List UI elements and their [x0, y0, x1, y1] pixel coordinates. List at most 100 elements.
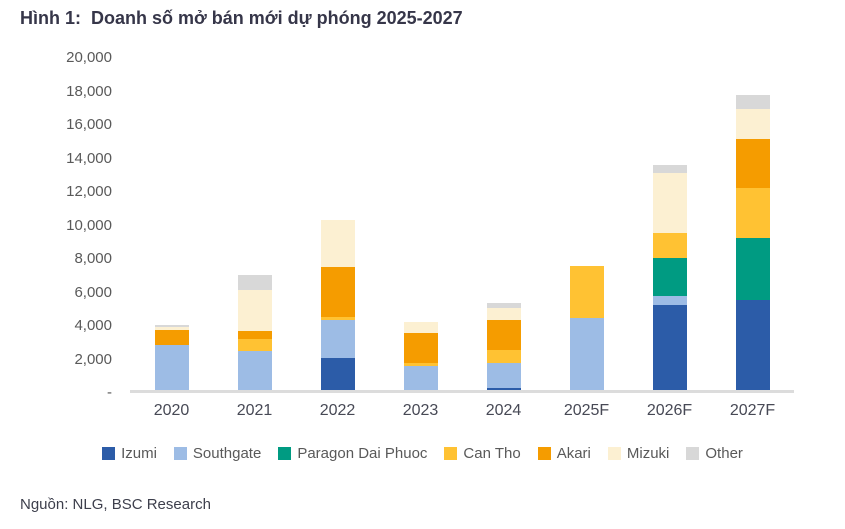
- segment-southgate-2026F: [652, 296, 687, 305]
- segment-izumi-2022: [320, 358, 355, 390]
- segment-akari-2027F: [735, 138, 770, 189]
- segment-paragon-dai-phuoc-2026F: [652, 257, 687, 297]
- bar-column-2021: [213, 55, 296, 390]
- bar-2021: [237, 275, 272, 390]
- segment-other-2026F: [652, 164, 687, 174]
- segment-can-tho-2023: [403, 363, 438, 366]
- y-tick-label: 16,000: [66, 116, 112, 133]
- bar-column-2025F: [545, 55, 628, 390]
- legend-swatch-icon: [686, 447, 700, 460]
- x-tick-label-2020: 2020: [153, 402, 190, 419]
- segment-other-2021: [237, 275, 272, 291]
- segment-can-tho-2025F: [569, 266, 604, 318]
- x-tick-label-2025F: 2025F: [563, 402, 610, 419]
- segment-southgate-2024: [486, 363, 521, 388]
- legend-label: Paragon Dai Phuoc: [297, 445, 428, 462]
- x-tick-label-2023: 2023: [402, 402, 439, 419]
- x-tick-label-2024: 2024: [485, 402, 522, 419]
- segment-southgate-2020: [154, 344, 189, 390]
- segment-mizuki-2022: [320, 220, 355, 267]
- legend: Izumi Southgate Paragon Dai Phuoc Can Tho Ak…: [0, 445, 845, 462]
- legend-swatch-icon: [278, 447, 292, 460]
- legend-label: Izumi: [121, 445, 157, 462]
- y-tick-label: 14,000: [66, 149, 112, 167]
- legend-swatch-icon: [173, 447, 187, 460]
- segment-akari-2022: [320, 266, 355, 318]
- bar-2020: [154, 324, 189, 390]
- y-tick-label: 6,000: [74, 283, 112, 301]
- legend-label: Other: [705, 445, 743, 462]
- segment-southgate-2021: [237, 350, 272, 390]
- segment-can-tho-2024: [486, 350, 521, 364]
- segment-southgate-2025F: [569, 317, 604, 390]
- segment-akari-2024: [486, 320, 521, 351]
- bar-column-2026F: [628, 55, 711, 390]
- y-tick-label: 4,000: [74, 317, 112, 334]
- legend-swatch-icon: [102, 447, 116, 460]
- segment-other-2020: [154, 324, 189, 328]
- segment-mizuki-2023: [403, 321, 438, 334]
- source-note: Nguồn: NLG, BSC Research: [20, 496, 211, 513]
- y-tick-label: 8,000: [74, 250, 112, 267]
- bar-column-2024: [462, 55, 545, 390]
- bar-2023: [403, 321, 438, 390]
- segment-mizuki-2027F: [735, 108, 770, 139]
- segment-mizuki-2024: [486, 308, 521, 321]
- segment-can-tho-2022: [320, 317, 355, 320]
- bar-2026F: [652, 164, 687, 390]
- legend-label: Can Tho: [463, 445, 521, 462]
- segment-southgate-2022: [320, 319, 355, 359]
- plot-area: [130, 58, 794, 393]
- legend-label: Southgate: [192, 445, 262, 462]
- bar-2025F: [569, 266, 604, 390]
- x-axis: 2020 2021 2022 2023 2024 2025F 2026F 2027F: [130, 402, 794, 420]
- legend-item-izumi: Izumi: [102, 445, 157, 462]
- legend-label: Akari: [556, 445, 591, 462]
- segment-can-tho-2026F: [652, 232, 687, 258]
- bar-column-2020: [130, 55, 213, 390]
- bar-2022: [320, 220, 355, 390]
- y-tick-label: 20,000: [66, 49, 112, 66]
- x-tick-label-2027F: 2027F: [729, 402, 776, 419]
- y-tick-label: 10,000: [66, 216, 112, 234]
- segment-akari-2021: [237, 330, 272, 340]
- x-tick-label-2021: 2021: [236, 402, 273, 419]
- segment-izumi-2024: [486, 387, 521, 390]
- legend-swatch-icon: [537, 447, 551, 460]
- bar-column-2023: [379, 55, 462, 390]
- legend-swatch-icon: [444, 447, 458, 460]
- x-tick-label-2026F: 2026F: [646, 402, 693, 419]
- segment-akari-2023: [403, 333, 438, 364]
- chart-title: Hình 1: Doanh số mở bán mới dự phóng 202…: [20, 8, 463, 28]
- y-tick-label: -: [107, 384, 112, 401]
- segment-mizuki-2026F: [652, 173, 687, 233]
- segment-can-tho-2021: [237, 339, 272, 351]
- segment-mizuki-2020: [154, 327, 189, 330]
- legend-item-paragon-dai-phuoc: Paragon Dai Phuoc: [278, 445, 427, 462]
- segment-mizuki-2021: [237, 290, 272, 331]
- segment-can-tho-2027F: [735, 188, 770, 239]
- x-tick-label-2022: 2022: [319, 402, 356, 419]
- legend-item-akari: Akari: [537, 445, 591, 462]
- segment-paragon-dai-phuoc-2027F: [735, 238, 770, 301]
- legend-item-can-tho: Can Tho: [444, 445, 521, 462]
- segment-izumi-2027F: [735, 300, 770, 390]
- y-tick-label: 18,000: [66, 82, 112, 100]
- segment-southgate-2023: [403, 365, 438, 390]
- bar-2027F: [735, 95, 770, 390]
- y-tick-label: 12,000: [66, 183, 112, 200]
- segment-akari-2020: [154, 329, 189, 345]
- segment-izumi-2026F: [652, 304, 687, 390]
- legend-swatch-icon: [607, 447, 621, 460]
- segment-other-2027F: [735, 95, 770, 109]
- legend-label: Mizuki: [626, 445, 670, 462]
- bar-2024: [486, 303, 521, 390]
- segment-other-2024: [486, 303, 521, 309]
- legend-item-other: Other: [686, 445, 743, 462]
- y-tick-label: 2,000: [74, 350, 112, 368]
- legend-item-southgate: Southgate: [173, 445, 262, 462]
- bar-column-2027F: [711, 55, 794, 390]
- bar-column-2022: [296, 55, 379, 390]
